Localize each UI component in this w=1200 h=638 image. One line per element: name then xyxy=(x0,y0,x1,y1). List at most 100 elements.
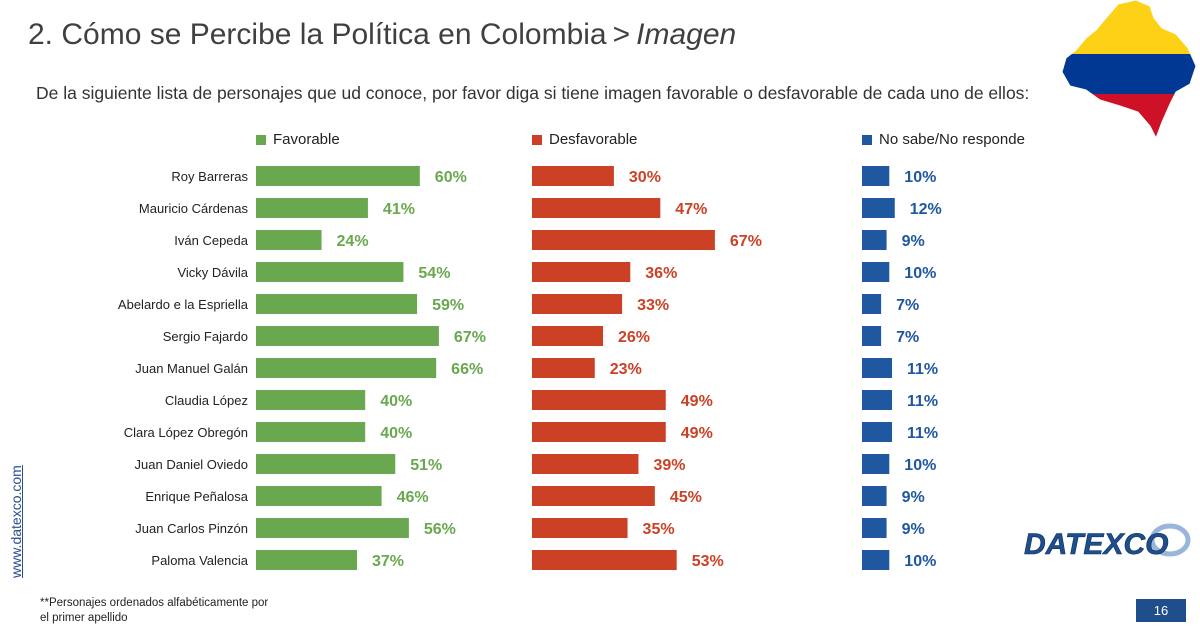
datexco-logo: DATEXCO xyxy=(1024,523,1191,561)
bar-favorable xyxy=(256,326,439,346)
legend-label-desfavorable: Desfavorable xyxy=(549,131,638,148)
bar-favorable xyxy=(256,358,437,378)
legend-swatch-favorable xyxy=(256,134,266,145)
bar-desfavorable xyxy=(532,550,677,570)
data-label-ns-nr: 7% xyxy=(896,297,919,314)
website-link[interactable]: www.datexco.com xyxy=(8,465,24,578)
category-label: Enrique Peñalosa xyxy=(145,489,248,504)
category-label: Abelardo e la Espriella xyxy=(118,297,249,312)
data-label-favorable: 37% xyxy=(372,553,404,570)
category-label: Juan Manuel Galán xyxy=(135,361,248,376)
bar-favorable xyxy=(256,390,366,410)
category-label: Mauricio Cárdenas xyxy=(139,201,249,216)
data-label-desfavorable: 45% xyxy=(670,489,702,506)
data-label-favorable: 56% xyxy=(424,521,456,538)
data-label-ns-nr: 10% xyxy=(904,265,936,282)
category-label: Sergio Fajardo xyxy=(163,329,248,344)
bar-ns-nr xyxy=(862,262,890,282)
bar-ns-nr xyxy=(862,390,893,410)
bar-favorable xyxy=(256,454,396,474)
category-label: Iván Cepeda xyxy=(174,233,248,248)
data-label-ns-nr: 11% xyxy=(907,425,938,442)
bar-favorable xyxy=(256,518,409,538)
category-label: Paloma Valencia xyxy=(151,553,248,568)
bar-favorable xyxy=(256,198,368,218)
logo-text: DATEXCO xyxy=(1024,528,1168,561)
bar-desfavorable xyxy=(532,390,666,410)
bar-ns-nr xyxy=(862,422,893,442)
bar-favorable xyxy=(256,262,404,282)
data-label-favorable: 54% xyxy=(418,265,450,282)
bar-desfavorable xyxy=(532,358,595,378)
data-label-ns-nr: 10% xyxy=(904,553,936,570)
category-label: Vicky Dávila xyxy=(177,265,248,280)
legend-swatch-ns-nr xyxy=(862,134,872,145)
data-label-desfavorable: 36% xyxy=(645,265,677,282)
data-label-ns-nr: 9% xyxy=(902,489,925,506)
bar-favorable xyxy=(256,294,418,314)
title-crumb: Imagen xyxy=(636,18,737,51)
data-label-ns-nr: 9% xyxy=(902,233,925,250)
title-main: 2. Cómo se Percibe la Política en Colomb… xyxy=(28,18,607,51)
bar-desfavorable xyxy=(532,486,655,506)
data-label-desfavorable: 49% xyxy=(681,393,713,410)
data-label-desfavorable: 33% xyxy=(637,297,669,314)
category-label: Roy Barreras xyxy=(171,169,248,184)
data-label-desfavorable: 67% xyxy=(730,233,762,250)
data-label-favorable: 60% xyxy=(435,169,467,186)
category-label: Juan Daniel Oviedo xyxy=(135,457,248,472)
category-label: Clara López Obregón xyxy=(124,425,248,440)
bar-desfavorable xyxy=(532,262,631,282)
data-label-ns-nr: 11% xyxy=(907,393,938,410)
legend-favorable: Favorable xyxy=(256,131,340,148)
bar-favorable xyxy=(256,486,382,506)
bar-desfavorable xyxy=(532,230,715,250)
colombia-map-icon xyxy=(1061,0,1197,140)
data-label-favorable: 40% xyxy=(380,393,412,410)
data-label-desfavorable: 30% xyxy=(629,169,661,186)
data-label-desfavorable: 35% xyxy=(643,521,675,538)
footnote: **Personajes ordenados alfabéticamente p… xyxy=(40,597,269,624)
bar-desfavorable xyxy=(532,198,661,218)
data-label-ns-nr: 7% xyxy=(896,329,919,346)
data-label-ns-nr: 10% xyxy=(904,169,936,186)
data-label-desfavorable: 26% xyxy=(618,329,650,346)
data-label-desfavorable: 39% xyxy=(653,457,685,474)
data-label-desfavorable: 47% xyxy=(675,201,707,218)
bar-desfavorable xyxy=(532,518,628,538)
data-label-desfavorable: 53% xyxy=(692,553,724,570)
bar-favorable xyxy=(256,166,420,186)
data-label-ns-nr: 10% xyxy=(904,457,936,474)
bar-ns-nr xyxy=(862,198,895,218)
page-number: 16 xyxy=(1136,599,1186,622)
data-label-favorable: 59% xyxy=(432,297,464,314)
bar-ns-nr xyxy=(862,230,887,250)
data-label-favorable: 67% xyxy=(454,329,486,346)
legend-ns-nr: No sabe/No responde xyxy=(862,131,1025,148)
bar-desfavorable xyxy=(532,326,603,346)
bar-ns-nr xyxy=(862,454,890,474)
bar-desfavorable xyxy=(532,422,666,442)
data-label-favorable: 24% xyxy=(337,233,369,250)
data-label-favorable: 40% xyxy=(380,425,412,442)
legend-label-favorable: Favorable xyxy=(273,131,340,148)
bar-ns-nr xyxy=(862,166,890,186)
legend-label-ns-nr: No sabe/No responde xyxy=(879,131,1025,148)
data-label-ns-nr: 12% xyxy=(910,201,942,218)
bar-favorable xyxy=(256,422,366,442)
bar-ns-nr xyxy=(862,326,882,346)
data-label-favorable: 41% xyxy=(383,201,415,218)
bar-desfavorable xyxy=(532,454,639,474)
data-label-ns-nr: 11% xyxy=(907,361,938,378)
category-label: Juan Carlos Pinzón xyxy=(135,521,248,536)
category-label: Claudia López xyxy=(165,393,248,408)
bar-ns-nr xyxy=(862,294,882,314)
legend-swatch-desfavorable xyxy=(532,134,542,145)
bar-ns-nr xyxy=(862,550,890,570)
page-title: 2. Cómo se Percibe la Política en Colomb… xyxy=(28,18,736,52)
data-label-favorable: 66% xyxy=(451,361,483,378)
bar-ns-nr xyxy=(862,518,887,538)
bar-favorable xyxy=(256,230,322,250)
bar-desfavorable xyxy=(532,294,623,314)
